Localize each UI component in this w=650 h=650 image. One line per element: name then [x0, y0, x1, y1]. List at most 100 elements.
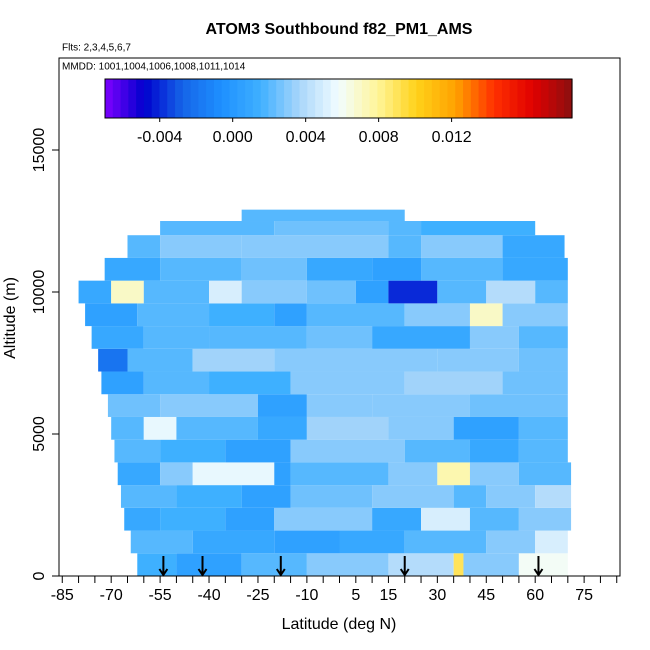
heatmap-cell: [518, 553, 568, 576]
heatmap-cell: [143, 416, 177, 440]
colorbar-swatch: [167, 79, 176, 118]
heatmap-cell: [101, 371, 144, 395]
x-tick-label: -25: [246, 587, 269, 604]
heatmap-cell: [241, 280, 307, 304]
colorbar-swatch: [533, 79, 542, 118]
colorbar-swatch: [338, 79, 347, 118]
colorbar-swatch: [190, 79, 199, 118]
annotation: MMDD: 1001,1004,1006,1008,1011,1014: [62, 62, 246, 73]
heatmap-cell: [78, 280, 112, 304]
colorbar-swatch: [463, 79, 472, 118]
heatmap-cell: [111, 280, 144, 304]
flight-marker: [533, 556, 544, 577]
colorbar-swatch: [307, 79, 316, 118]
colorbar-swatch: [392, 79, 402, 118]
heatmap-cell: [518, 326, 568, 349]
heatmap-cell: [502, 371, 568, 395]
colorbar-swatch: [175, 79, 184, 118]
heatmap-cell: [502, 303, 568, 327]
heatmap-cell: [404, 371, 503, 395]
colorbar-swatch: [245, 79, 254, 118]
heatmap-cell: [290, 462, 389, 486]
heatmap-cell: [209, 371, 291, 395]
heatmap-cell: [290, 485, 373, 508]
heatmap-cell: [421, 221, 536, 236]
colorbar-swatch: [564, 79, 573, 118]
colorbar-tick-label: -0.004: [137, 129, 182, 146]
colorbar-swatch: [556, 79, 565, 118]
colorbar-swatch: [478, 79, 487, 118]
heatmap-cell: [388, 235, 422, 258]
colorbar-swatch: [369, 79, 379, 118]
heatmap-cell: [469, 439, 519, 463]
x-axis-label: Latitude (deg N): [282, 616, 397, 633]
heatmap-cell: [469, 303, 503, 327]
heatmap-cell: [306, 280, 356, 304]
heatmap-cell: [137, 303, 210, 327]
heatmap-cell: [404, 530, 487, 554]
heatmap-cell: [306, 326, 373, 349]
heatmap-cell: [453, 553, 464, 576]
x-tick-label: 5: [351, 587, 360, 604]
heatmap-cell: [518, 507, 572, 531]
colorbar-swatch: [136, 79, 145, 118]
heatmap-cell: [104, 257, 161, 281]
heatmap-cell: [130, 530, 193, 554]
heatmap-cell: [117, 462, 161, 486]
heatmap-cell: [453, 416, 519, 440]
x-tick-label: -70: [100, 587, 123, 604]
colorbar-swatch: [470, 79, 480, 118]
heatmap-cell: [518, 348, 568, 372]
heatmap-cell: [404, 303, 470, 327]
heatmap-cell: [388, 221, 422, 236]
heatmap-cell: [160, 394, 258, 417]
colorbar-swatch: [268, 79, 277, 118]
x-tick-label: 75: [575, 587, 593, 604]
x-tick-label: 15: [380, 587, 398, 604]
heatmap-cell: [160, 507, 226, 531]
y-tick-label: 10000: [31, 270, 48, 315]
x-tick-label: -85: [51, 587, 74, 604]
heatmap-cell: [274, 507, 373, 531]
heatmap-cell: [274, 303, 307, 327]
heatmap-cell: [257, 394, 307, 417]
colorbar-swatch: [151, 79, 161, 118]
heatmap-cell: [192, 530, 275, 554]
heatmap-cell: [160, 462, 193, 486]
heatmap-cell: [306, 394, 373, 417]
heatmap-cell: [463, 553, 477, 576]
heatmap-cell: [486, 530, 536, 554]
colorbar-swatch: [198, 79, 207, 118]
colorbar-swatch: [213, 79, 223, 118]
heatmap-cell: [388, 462, 438, 486]
colorbar-swatch: [494, 79, 503, 118]
heatmap-cell: [518, 439, 568, 463]
colorbar-swatch: [206, 79, 215, 118]
heatmap-cell: [518, 416, 568, 440]
y-tick-label: 0: [31, 571, 48, 580]
heatmap-cell: [160, 257, 242, 281]
heatmap-cell: [209, 303, 275, 327]
heatmap-cell: [306, 416, 389, 440]
heatmap-cell: [486, 485, 536, 508]
heatmap-cell: [372, 257, 422, 281]
heatmap-cell: [372, 394, 470, 417]
y-axis-label: Altitude (m): [2, 277, 19, 359]
heatmap-cell: [274, 221, 389, 236]
colorbar-swatch: [354, 79, 363, 118]
x-tick-label: 45: [477, 587, 495, 604]
heatmap-cell: [274, 462, 291, 486]
colorbar-tick-label: 0.004: [286, 129, 326, 146]
heatmap-cell: [225, 439, 291, 463]
heatmap-cell: [241, 257, 307, 281]
heatmap-cell: [469, 507, 519, 531]
heatmap-cell: [469, 462, 519, 486]
colorbar-swatch: [276, 79, 285, 118]
colorbar-swatch: [548, 79, 558, 118]
colorbar-swatch: [447, 79, 456, 118]
heatmap-cell: [192, 348, 275, 372]
heatmap-cell: [290, 439, 405, 463]
heatmap-cell: [176, 416, 258, 440]
heatmap-cell: [241, 553, 307, 576]
